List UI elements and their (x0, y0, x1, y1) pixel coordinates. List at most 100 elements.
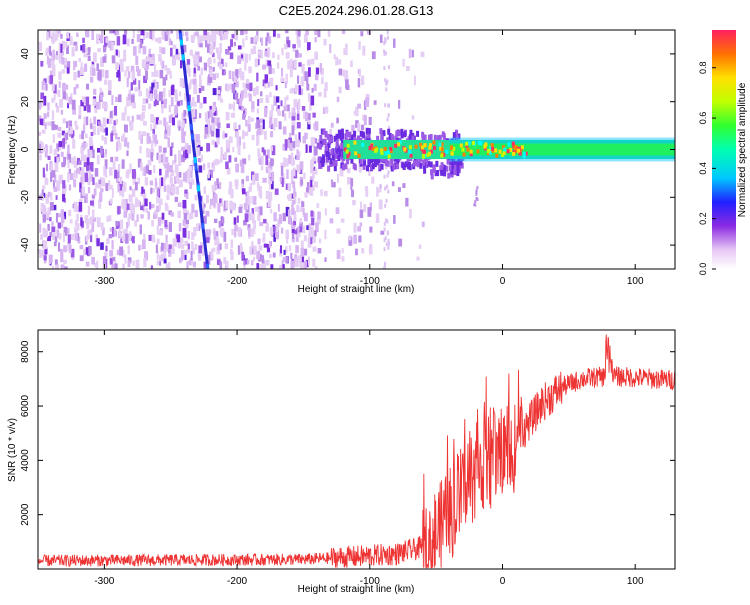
spectrogram-cell (161, 47, 166, 55)
spectrogram-cell (245, 197, 249, 206)
spectrogram-cell (224, 243, 229, 250)
spectrogram-cell (124, 106, 127, 116)
spectrogram-cell (52, 179, 56, 189)
spectrogram-cell (102, 152, 107, 158)
spectrogram-cell (188, 178, 191, 185)
spectrogram-cell (473, 203, 476, 207)
spectrogram-cell (363, 115, 367, 126)
spectrogram-cell (298, 132, 301, 143)
spectrogram-cell (137, 69, 141, 77)
spectrogram-cell (145, 88, 149, 98)
spectrogram-cell (58, 81, 61, 88)
spectrogram-cell (168, 38, 172, 46)
spectrogram-cell (66, 31, 70, 39)
spectrogram-cell (51, 32, 55, 43)
spectrogram-x-tick-label: -100 (360, 276, 380, 287)
spectrogram-cell (352, 133, 356, 140)
spectrogram-cell (183, 212, 188, 223)
spectrogram-cell (411, 115, 415, 120)
spectrogram-cell (208, 117, 211, 126)
spectrogram-cell (405, 197, 409, 207)
spectrogram-cell (67, 234, 71, 244)
spectrogram-cell (252, 256, 256, 262)
spectrogram-cell (139, 224, 142, 235)
spectrogram-cell (43, 173, 47, 178)
spectrogram-cell (158, 179, 162, 189)
spectrogram-cell (257, 99, 260, 107)
spectrogram-cell (178, 179, 183, 188)
spectrogram-cell (387, 154, 391, 159)
spectrogram-cell (207, 111, 210, 119)
spectrogram-cell (260, 118, 264, 124)
spectrogram-cell (257, 209, 260, 219)
spectrogram-cell (67, 144, 70, 155)
spectrogram-cell (93, 88, 97, 95)
spectrogram-cell (179, 237, 183, 243)
spectrogram-cell (153, 134, 158, 144)
spectrogram-cell (168, 90, 171, 98)
spectrogram-cell (196, 34, 200, 39)
spectrogram-cell (268, 36, 272, 44)
spectrogram-cell (314, 37, 317, 43)
spectrogram-cell (204, 126, 209, 135)
spectrogram-cell (193, 84, 198, 95)
spectrogram-cell (187, 105, 191, 112)
spectrogram-cell (145, 98, 149, 104)
spectrogram-cell (226, 167, 231, 175)
spectrogram-cell (101, 178, 105, 187)
spectrogram-cell (62, 180, 66, 189)
spectrogram-cell (414, 144, 418, 149)
spectrogram-cell (300, 88, 304, 96)
spectrogram-cell (194, 194, 198, 201)
spectrogram-cell (428, 145, 432, 150)
spectrogram-cell (311, 87, 314, 93)
colorbar-label: Normalized spectral amplitude (737, 82, 748, 217)
spectrogram-cell (188, 259, 192, 265)
spectrogram-cell (220, 150, 224, 157)
spectrogram-cell (272, 252, 276, 258)
spectrogram-cell (384, 51, 387, 56)
spectrogram-cell (119, 232, 122, 238)
spectrogram-cell (296, 32, 300, 41)
spectrogram-cell (225, 161, 229, 169)
spectrogram-cell (230, 39, 234, 47)
spectrogram-cell (308, 67, 311, 77)
spectrogram-cell (166, 194, 170, 201)
spectrogram-cell (263, 149, 266, 156)
spectrogram-cell (58, 42, 62, 49)
spectrogram-cell (241, 54, 244, 59)
spectrogram-cell (259, 155, 264, 166)
spectrogram-cell (219, 43, 222, 53)
spectrogram-cell (384, 78, 387, 83)
spectrogram-cell (161, 33, 166, 40)
spectrogram-cell (143, 193, 147, 204)
spectrogram-cell (229, 200, 233, 210)
spectrogram-cell (203, 261, 208, 269)
spectrogram-cell (205, 229, 209, 239)
spectrogram-cell (109, 184, 113, 190)
spectrogram-cell (142, 131, 147, 136)
spectrogram-cell (181, 243, 185, 250)
spectrogram-cell (112, 30, 117, 34)
spectrogram-cell (247, 123, 251, 132)
spectrogram-cell (422, 162, 426, 169)
spectrogram-cell (132, 178, 137, 185)
spectrogram-cell (108, 215, 112, 222)
spectrogram-cell (256, 31, 259, 40)
spectrogram-cell (305, 30, 309, 36)
spectrogram-cell (232, 146, 235, 153)
spectrogram-cell (351, 189, 355, 198)
spectrogram-cell (85, 261, 90, 267)
spectrogram-cell (242, 82, 245, 88)
spectrogram-cell (194, 31, 199, 37)
spectrogram-cell (93, 116, 97, 125)
spectrogram-cell (145, 32, 149, 39)
spectrogram-cell (198, 74, 202, 85)
spectrogram-cell (295, 245, 299, 254)
spectrogram-cell (190, 35, 195, 43)
spectrogram-cell (271, 145, 276, 156)
spectrogram-cell (348, 131, 352, 138)
spectrogram-cell (329, 218, 334, 224)
spectrogram-cell (313, 181, 318, 187)
